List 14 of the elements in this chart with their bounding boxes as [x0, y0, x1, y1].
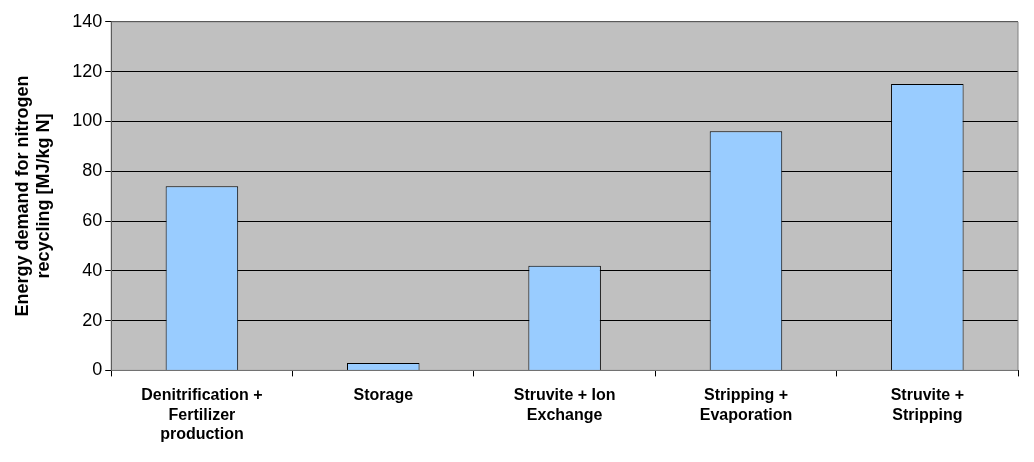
x-tick-label: Storage: [353, 386, 414, 404]
y-tick-label: 140: [72, 10, 103, 31]
y-tick-label: 0: [92, 359, 103, 380]
y-axis-title: Energy demand for nitrogen recycling [MJ/kg N]: [11, 75, 54, 317]
x-tick-label: Struvite + Ion Exchange: [513, 386, 616, 423]
x-tick-label: Struvite + Stripping: [890, 386, 964, 423]
y-tick-label: 80: [82, 160, 103, 181]
y-tick-label: 40: [82, 259, 103, 280]
y-tick-label: 120: [72, 60, 103, 81]
y-tick-label: 20: [82, 309, 103, 330]
x-tick-label: Stripping + Evaporation: [699, 386, 793, 423]
x-tick-label: Denitrification + Fertilizer production: [141, 386, 263, 442]
y-tick-label: 60: [82, 209, 103, 230]
y-tick-label: 100: [72, 110, 103, 131]
